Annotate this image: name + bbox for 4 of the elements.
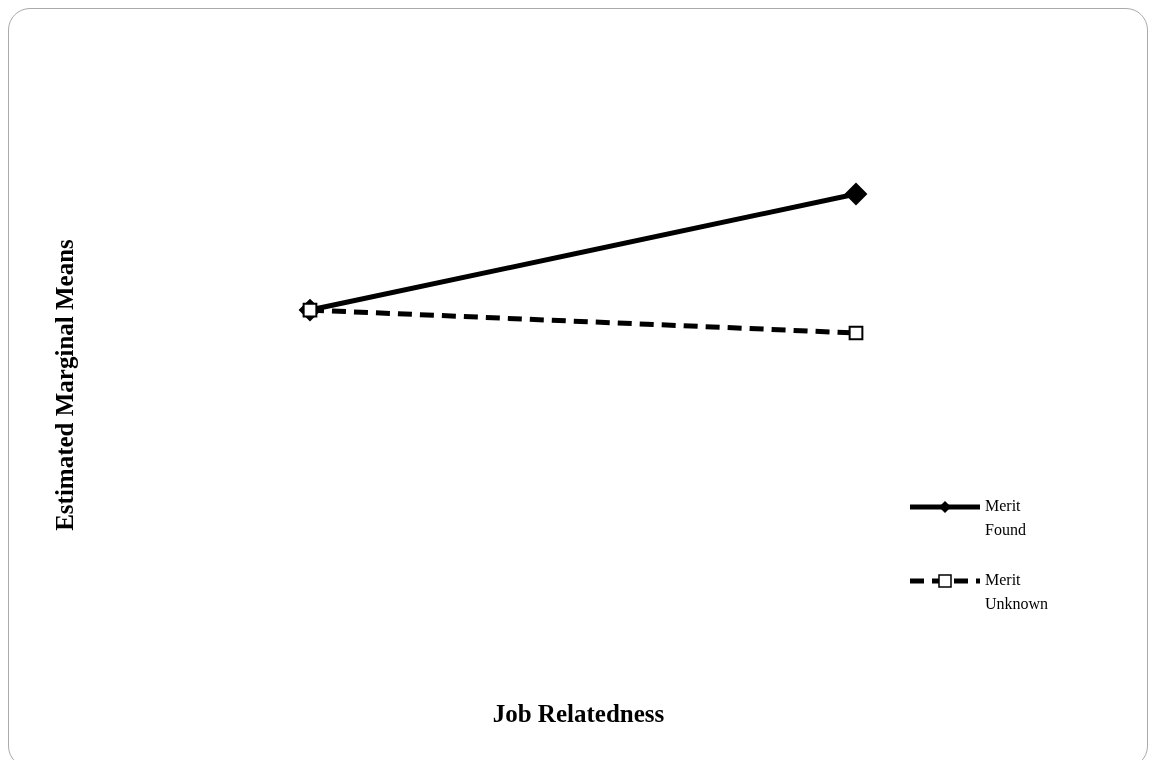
text: Job Relatedness — [491, 700, 666, 728]
legend-label: Merit Unknown — [985, 571, 1049, 613]
y-axis-title: Estimated Marginal Means — [51, 239, 79, 531]
legend-label: Merit Found — [985, 497, 1026, 539]
